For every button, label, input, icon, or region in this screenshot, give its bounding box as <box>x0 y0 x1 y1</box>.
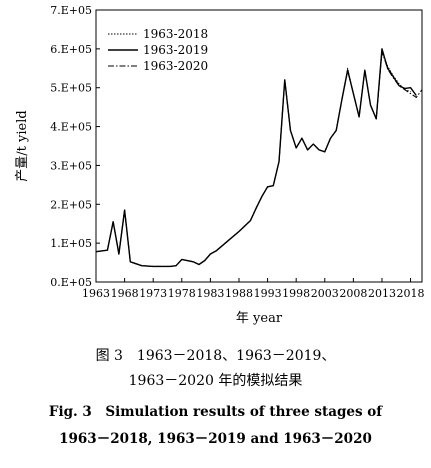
y-tick-label: 5.E+05 <box>50 82 92 95</box>
legend-label: 1963-2020 <box>143 59 208 73</box>
y-axis-ticks: 0.E+05 1.E+05 2.E+05 3.E+05 4.E+05 5.E+05 6.E+… <box>50 4 100 289</box>
legend-label: 1963-2018 <box>143 27 208 41</box>
y-tick-label: 0.E+05 <box>50 276 92 289</box>
y-tick-label: 1.E+05 <box>50 237 92 250</box>
y-tick-label: 6.E+05 <box>50 43 92 56</box>
x-tick-label: 2018 <box>397 287 425 300</box>
series-line-1963-2019 <box>95 48 417 268</box>
caption-cn-line-2: 1963－2020 年的模拟结果 <box>128 373 303 389</box>
x-tick-label: 1998 <box>282 287 310 300</box>
caption-cn-line-1: 图 3 1963－2018、1963－2019、 <box>95 348 336 364</box>
x-tick-label: 2003 <box>311 287 339 300</box>
legend-label: 1963-2019 <box>143 43 208 57</box>
plot-frame <box>95 9 423 283</box>
series-layer <box>95 48 423 268</box>
y-tick-label: 4.E+05 <box>50 121 92 134</box>
x-tick-label: 1978 <box>168 287 196 300</box>
caption-en-line-2: 1963－2018, 1963－2019 and 1963－2020 <box>59 431 372 447</box>
caption-en-line-1: Fig. 3 Simulation results of three stage… <box>48 404 383 420</box>
x-axis-ticks: 1963 1968 1973 1978 1983 1988 1993 1998 2003 2008… <box>82 278 425 300</box>
x-tick-label: 2013 <box>368 287 396 300</box>
series-line-1963-2020 <box>95 50 423 268</box>
x-tick-label: 1993 <box>254 287 282 300</box>
x-tick-label: 1988 <box>225 287 253 300</box>
y-tick-label: 3.E+05 <box>50 159 92 172</box>
legend: 1963-2018 1963-2019 1963-2020 <box>108 27 208 73</box>
x-tick-label: 2008 <box>339 287 367 300</box>
line-chart: 0.E+05 1.E+05 2.E+05 3.E+05 4.E+05 5.E+05 6.E+… <box>15 4 425 326</box>
x-axis-label: 年 year <box>236 311 283 326</box>
x-tick-label: 1963 <box>82 287 110 300</box>
x-tick-label: 1983 <box>196 287 224 300</box>
y-tick-label: 2.E+05 <box>50 198 92 211</box>
y-tick-label: 7.E+05 <box>50 4 92 17</box>
x-tick-label: 1968 <box>111 287 139 300</box>
y-axis-label: 产量/t yield <box>15 110 30 181</box>
x-tick-label: 1973 <box>139 287 167 300</box>
